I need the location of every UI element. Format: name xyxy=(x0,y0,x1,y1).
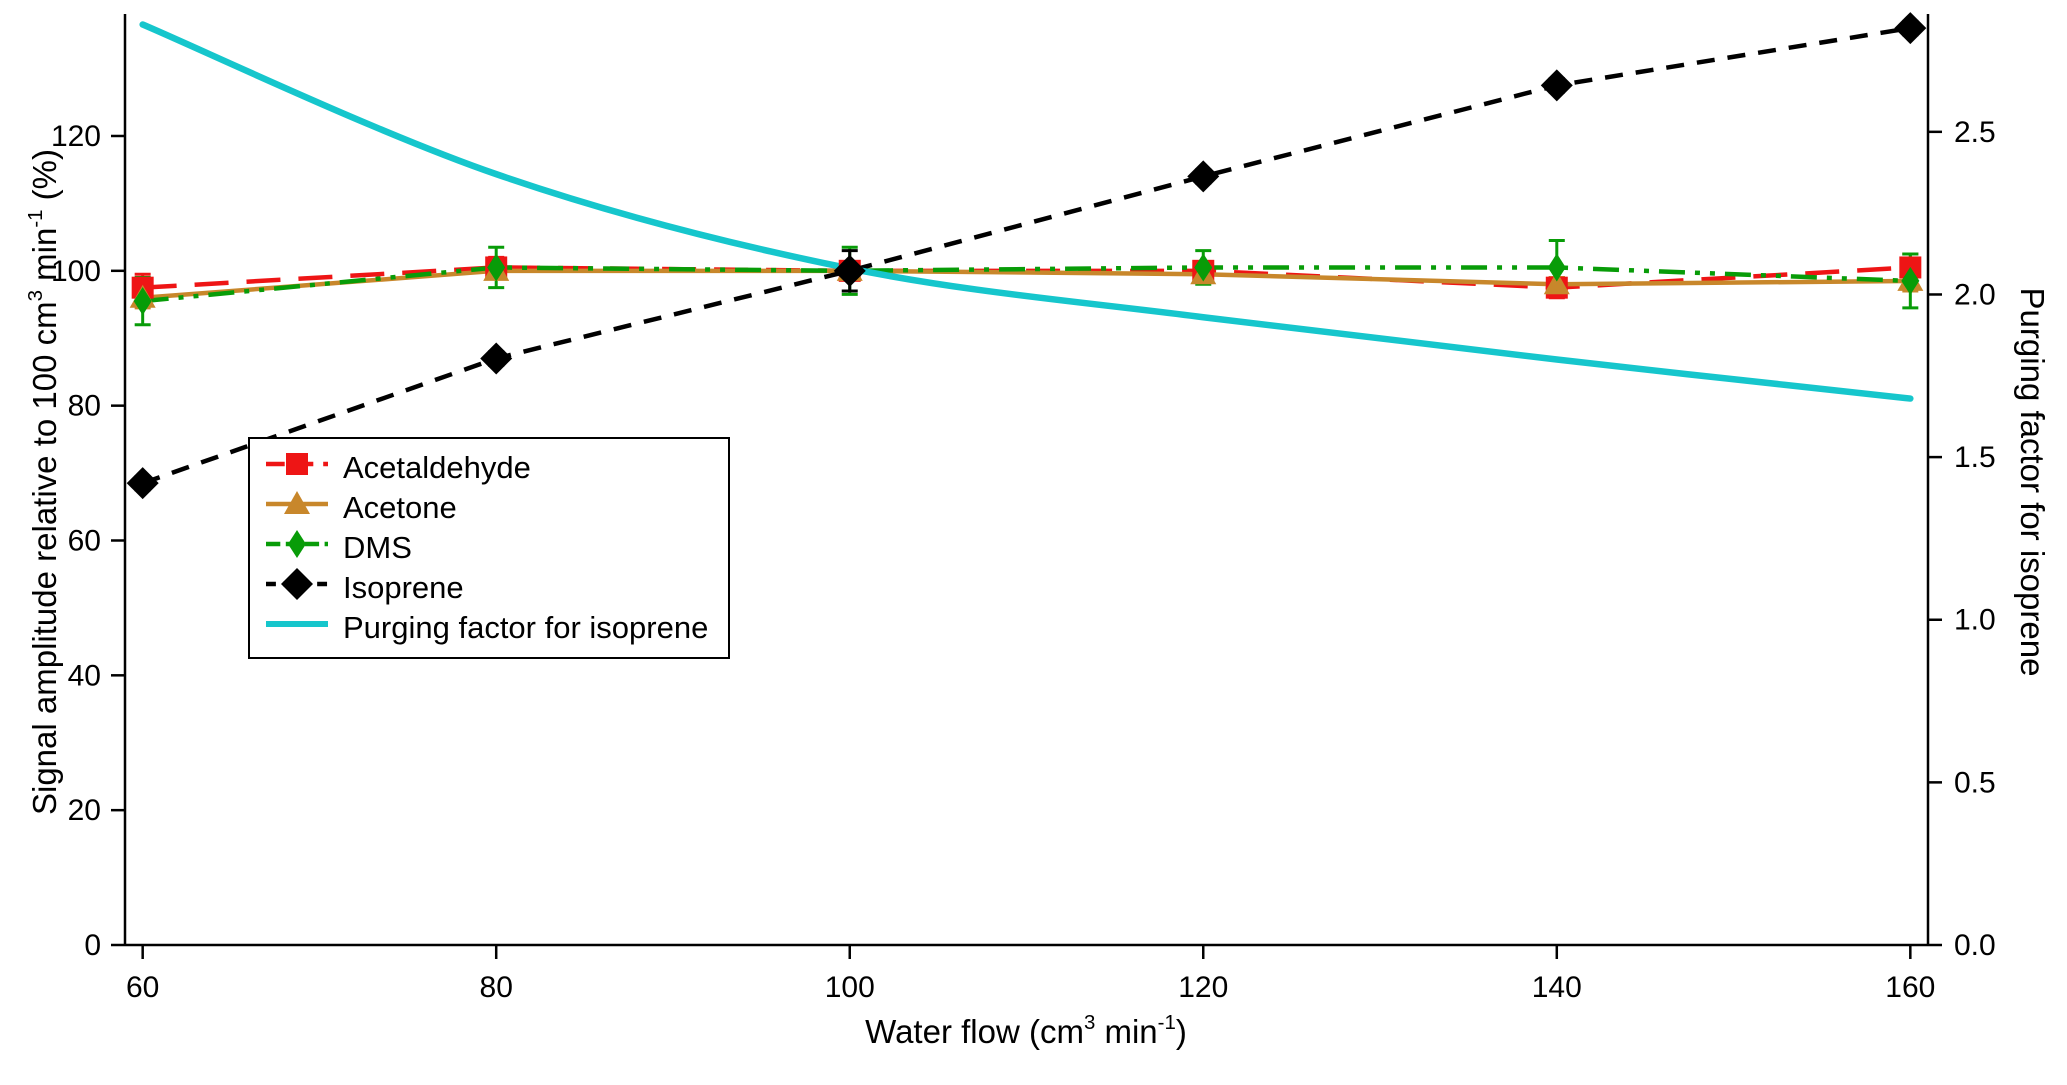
series-isoprene-markers xyxy=(126,12,1927,500)
legend-label: Acetaldehyde xyxy=(343,450,531,485)
label-text: Signal amplitude relative to 100 cm xyxy=(26,301,63,816)
legend-label: Acetone xyxy=(343,490,457,525)
dms-marker xyxy=(1194,253,1213,282)
legend-item: Purging factor for isoprene xyxy=(264,609,708,647)
isoprene-marker xyxy=(1894,12,1927,45)
legend-sample xyxy=(264,526,330,570)
legend-sample-canvas xyxy=(266,491,328,514)
y-right-tick-label: 2.5 xyxy=(1954,116,1996,149)
legend-sample xyxy=(264,486,330,530)
tick-labels: 60 80 100 120 140 160 0 20 40 60 80 100 120 0.0 0.5 1.0… xyxy=(51,116,1996,1004)
y-left-tick-label: 0 xyxy=(84,929,101,962)
label-text: (%) xyxy=(26,148,63,210)
y-right-tick-label: 2.0 xyxy=(1954,278,1996,311)
legend-marker xyxy=(281,568,313,600)
label-text: ) xyxy=(1175,1013,1187,1050)
y-right-tick-label: 0.5 xyxy=(1954,766,1996,799)
superscript-text: 3 xyxy=(1083,1010,1096,1034)
legend-sample xyxy=(264,566,330,610)
isoprene-marker xyxy=(1540,69,1573,102)
series-isoprene-errorbars xyxy=(134,19,1919,492)
legend-marker xyxy=(288,530,306,558)
legend-sample-canvas xyxy=(266,568,328,600)
y-left-tick-label: 100 xyxy=(51,255,101,288)
y-right-tick-label: 0.0 xyxy=(1954,929,1996,962)
x-tick-label: 100 xyxy=(825,971,875,1004)
isoprene-marker xyxy=(1187,160,1220,193)
legend-item: Acetaldehyde xyxy=(264,449,708,487)
superscript-text: 3 xyxy=(23,290,47,302)
superscript-text: -1 xyxy=(1157,1010,1176,1034)
dms-marker xyxy=(1901,266,1920,295)
label-text: Purging factor for isoprene xyxy=(2014,287,2051,677)
dms-marker xyxy=(1547,253,1566,282)
label-text: Water flow (cm xyxy=(865,1013,1084,1050)
y-left-tick-label: 80 xyxy=(68,390,101,423)
legend-sample-canvas xyxy=(266,453,328,475)
x-axis-label: Water flow (cm3 min-1) xyxy=(626,1010,1426,1052)
label-text: min xyxy=(1095,1013,1158,1050)
legend-marker xyxy=(284,491,310,514)
y-left-tick-label: 60 xyxy=(68,524,101,557)
legend: Acetaldehyde Acetone DMS Isoprene Purging fa… xyxy=(248,437,731,659)
y-left-tick-label: 40 xyxy=(68,659,101,692)
y-axis-label-left: Signal amplitude relative to 100 cm3 min… xyxy=(23,0,65,982)
legend-marker xyxy=(286,453,308,475)
y-right-tick-label: 1.5 xyxy=(1954,441,1996,474)
legend-sample-canvas xyxy=(266,530,328,558)
legend-label: DMS xyxy=(343,530,412,565)
label-text: min xyxy=(26,227,63,291)
legend-label: Purging factor for isoprene xyxy=(343,610,709,645)
series-dms-line xyxy=(142,265,1911,304)
isoprene-marker xyxy=(480,342,513,375)
isoprene-marker xyxy=(126,467,159,500)
axes xyxy=(111,14,1942,959)
dms-marker xyxy=(133,287,152,316)
y-left-tick-label: 20 xyxy=(68,794,101,827)
legend-label: Isoprene xyxy=(343,570,464,605)
legend-item: DMS xyxy=(264,529,708,567)
legend-sample-canvas xyxy=(266,621,328,627)
x-tick-label: 140 xyxy=(1532,971,1582,1004)
acetone-marker xyxy=(1543,271,1570,295)
legend-item: Acetone xyxy=(264,489,708,527)
superscript-text: -1 xyxy=(23,209,47,228)
x-tick-label: 80 xyxy=(480,971,513,1004)
series-acetone-line xyxy=(142,268,1911,301)
legend-sample xyxy=(264,606,330,650)
y-axis-label-right: Purging factor for isoprene xyxy=(2012,132,2052,832)
legend-item: Isoprene xyxy=(264,566,708,610)
series-purging-factor-for-isoprene-line xyxy=(139,21,1914,402)
x-tick-label: 160 xyxy=(1885,971,1935,1004)
legend-sample xyxy=(264,446,330,490)
dms-marker xyxy=(487,253,506,282)
x-tick-label: 60 xyxy=(126,971,159,1004)
y-left-tick-label: 120 xyxy=(51,120,101,153)
x-tick-label: 120 xyxy=(1178,971,1228,1004)
y-right-tick-label: 1.0 xyxy=(1954,604,1996,637)
series-isoprene-line xyxy=(141,25,1911,486)
isoprene-marker xyxy=(833,254,866,287)
